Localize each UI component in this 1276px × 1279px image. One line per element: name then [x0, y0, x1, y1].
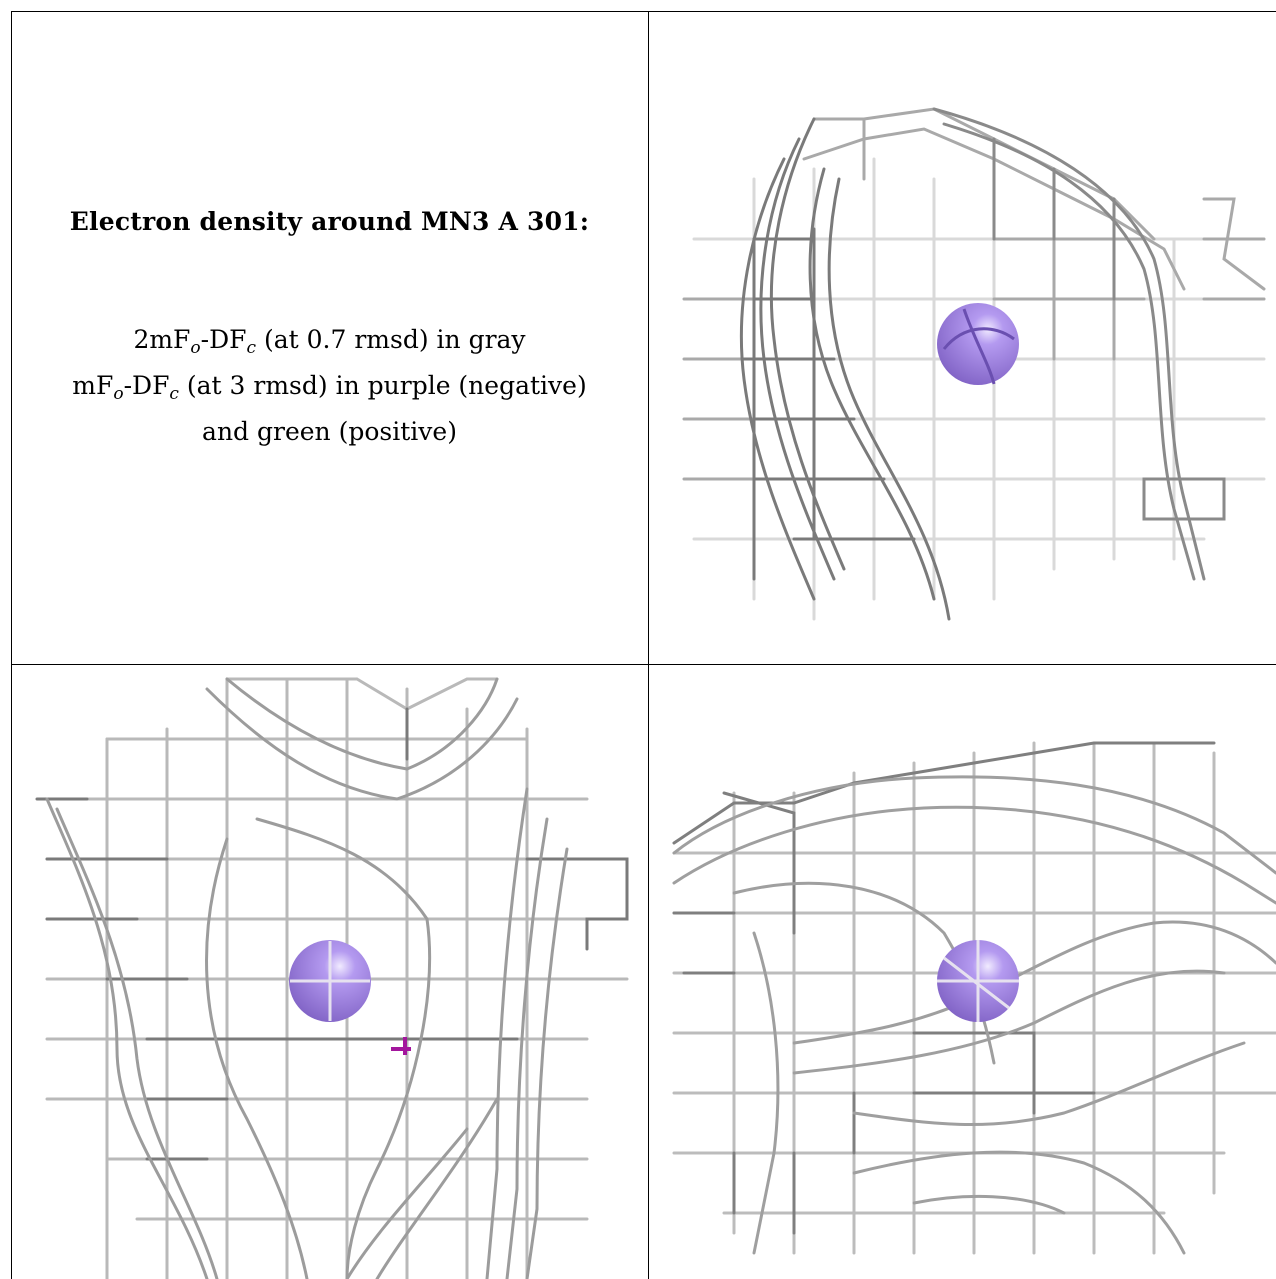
term-b-subscript: c: [169, 384, 179, 404]
term-b-subscript: c: [246, 338, 257, 358]
mesh-grid: [35, 677, 629, 1279]
manganese-atom-sphere: [937, 303, 1019, 385]
term-rest: (at 3 rmsd) in purple (negative): [178, 371, 587, 400]
legend-line-fofc: mFo-DFc (at 3 rmsd) in purple (negative): [11, 367, 648, 413]
manganese-atom-sphere: [937, 940, 1019, 1022]
mesh-grid: [682, 107, 1266, 621]
caption-title: Electron density around MN3 A 301:: [69, 207, 590, 236]
manganese-atom-sphere: [289, 940, 371, 1022]
negative-difference-density: [391, 1037, 411, 1055]
term-a-subscript: o: [113, 384, 124, 404]
caption-cell: Electron density around MN3 A 301: 2mFo-…: [11, 11, 648, 664]
legend-line-2fofc: 2mFo-DFc (at 0.7 rmsd) in gray: [11, 321, 648, 367]
density-mesh-svg-1: [682, 107, 1266, 621]
frame-left: [11, 11, 12, 1279]
legend-line-colors: and green (positive): [202, 417, 457, 446]
density-mesh-svg-2: [35, 677, 629, 1279]
density-mesh-svg-3: [672, 741, 1276, 1255]
frame-middle-horizontal: [11, 664, 1276, 665]
frame-top: [11, 11, 1276, 12]
term-a: 2mF: [133, 325, 191, 354]
frame-middle-vertical: [648, 11, 649, 1279]
term-rest: (at 0.7 rmsd) in gray: [256, 325, 526, 354]
term-b: -DF: [200, 325, 247, 354]
density-view-1: [664, 99, 1276, 647]
density-view-2: [27, 669, 632, 1279]
term-a-subscript: o: [190, 338, 201, 358]
caption-legend: 2mFo-DFc (at 0.7 rmsd) in gray mFo-DFc (…: [11, 321, 648, 451]
term-a: mF: [72, 371, 114, 400]
density-view-3: [664, 733, 1276, 1273]
term-b: -DF: [123, 371, 170, 400]
figure-grid: Electron density around MN3 A 301: 2mFo-…: [11, 11, 1276, 1279]
mesh-grid: [672, 741, 1276, 1255]
